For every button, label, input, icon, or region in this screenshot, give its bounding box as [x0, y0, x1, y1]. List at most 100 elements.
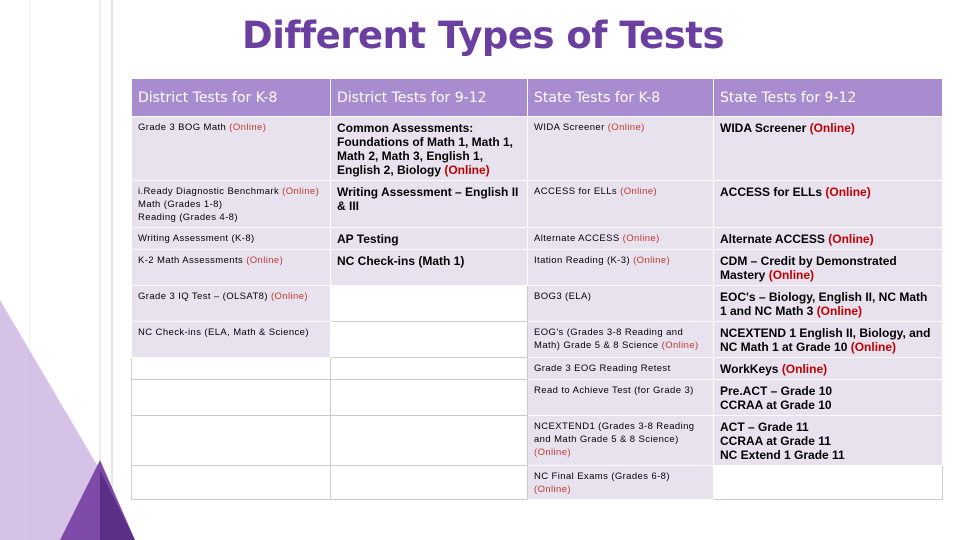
deco-shape	[0, 300, 100, 540]
cell-text: Grade 3 IQ Test – (OLSAT8)	[138, 291, 271, 302]
cell-text: ACCESS for ELLs	[720, 185, 826, 199]
cell-text: CDM – Credit by Demonstrated Mastery	[720, 254, 897, 282]
table-cell: ACCESS for ELLs (Online)	[527, 180, 714, 228]
table-cell: AP Testing	[330, 227, 528, 250]
cell-text: Math (Grades 1-8) Reading (Grades 4-8)	[138, 199, 238, 223]
table-cell: WIDA Screener (Online)	[527, 116, 714, 181]
table-cell: Grade 3 IQ Test – (OLSAT8) (Online)	[131, 285, 331, 322]
cell-text: AP Testing	[337, 232, 399, 246]
table-row: NC Check-ins (ELA, Math & Science) EOG's …	[131, 321, 943, 358]
cell-text: WIDA Screener	[720, 121, 810, 135]
table-cell: i.Ready Diagnostic Benchmark (Online) Ma…	[131, 180, 331, 228]
header-cell: State Tests for K-8	[527, 78, 714, 117]
table-cell: NC Check-ins (ELA, Math & Science)	[131, 321, 331, 358]
header-cell: District Tests for K-8	[131, 78, 331, 117]
table-cell: NC Final Exams (Grades 6-8) (Online)	[527, 465, 714, 500]
table-cell: WorkKeys (Online)	[713, 357, 943, 380]
online-tag: (Online)	[534, 484, 571, 495]
online-tag: (Online)	[282, 186, 320, 197]
deco-shape	[100, 470, 135, 540]
online-tag: (Online)	[828, 232, 874, 246]
online-tag: (Online)	[229, 122, 267, 133]
cell-text: WorkKeys	[720, 362, 782, 376]
online-tag: (Online)	[768, 268, 815, 282]
online-tag: (Online)	[816, 304, 863, 318]
table-cell: NCEXTEND 1 English II, Biology, and NC M…	[713, 321, 943, 358]
table-cell: NCEXTEND1 (Grades 3-8 Reading and Math G…	[527, 415, 714, 466]
table-row: i.Ready Diagnostic Benchmark (Online) Ma…	[131, 180, 943, 228]
cell-text: Pre.ACT – Grade 10 CCRAA at Grade 10	[720, 384, 833, 412]
online-tag: (Online)	[444, 163, 490, 177]
online-tag: (Online)	[825, 185, 871, 199]
cell-text: i.Ready Diagnostic Benchmark	[138, 186, 283, 197]
online-tag: (Online)	[622, 233, 660, 244]
cell-text: Writing Assessment – English II & III	[337, 185, 519, 213]
table-cell	[330, 415, 528, 466]
table-cell: Grade 3 EOG Reading Retest	[527, 357, 714, 380]
cell-text: K-2 Math Assessments	[138, 255, 247, 266]
online-tag: (Online)	[270, 291, 308, 302]
decoration	[0, 0, 135, 540]
cell-text: Alternate ACCESS	[534, 233, 623, 244]
cell-text: EOC's – Biology, English II, NC Math 1 a…	[720, 290, 928, 318]
table-cell: Pre.ACT – Grade 10 CCRAA at Grade 10	[713, 379, 943, 416]
cell-text: Alternate ACCESS	[720, 232, 829, 246]
table-cell: ACT – Grade 11 CCRAA at Grade 11 NC Exte…	[713, 415, 943, 466]
header-row: District Tests for K-8 District Tests for…	[131, 78, 943, 117]
online-tag: (Online)	[633, 255, 671, 266]
cell-text: Writing Assessment (K-8)	[138, 233, 255, 244]
table-cell	[131, 379, 331, 416]
cell-text: NC Final Exams (Grades 6-8)	[534, 471, 670, 482]
tests-table: District Tests for K-8 District Tests for…	[131, 78, 943, 500]
table-cell: K-2 Math Assessments (Online)	[131, 249, 331, 286]
table-cell	[330, 357, 528, 380]
table-cell: EOG's (Grades 3-8 Reading and Math) Grad…	[527, 321, 714, 358]
table-cell	[131, 415, 331, 466]
cell-text: WIDA Screener	[534, 122, 608, 133]
online-tag: (Online)	[809, 121, 855, 135]
table-cell: Grade 3 BOG Math (Online)	[131, 116, 331, 181]
header-cell: District Tests for 9-12	[330, 78, 528, 117]
cell-text: NCEXTEND 1 English II, Biology, and NC M…	[720, 326, 931, 354]
table-cell	[330, 285, 528, 322]
table-cell: Writing Assessment – English II & III	[330, 180, 528, 228]
cell-text: NCEXTEND1 (Grades 3-8 Reading and Math G…	[534, 421, 695, 445]
online-tag: (Online)	[661, 340, 699, 351]
online-tag: (Online)	[850, 340, 897, 354]
table-cell	[131, 465, 331, 500]
table-cell: CDM – Credit by Demonstrated Mastery (On…	[713, 249, 943, 286]
table-body: Grade 3 BOG Math (Online) Common Assessme…	[131, 116, 943, 500]
online-tag: (Online)	[534, 447, 571, 458]
table-cell: BOG3 (ELA)	[527, 285, 714, 322]
table-cell: Read to Achieve Test (for Grade 3)	[527, 379, 714, 416]
table-row: K-2 Math Assessments (Online) NC Check-in…	[131, 249, 943, 286]
table-cell: Common Assessments: Foundations of Math …	[330, 116, 528, 181]
table-cell	[330, 379, 528, 416]
cell-text: Read to Achieve Test (for Grade 3)	[534, 385, 694, 396]
cell-text: Itation Reading (K-3)	[534, 255, 634, 266]
table-cell	[713, 465, 943, 500]
online-tag: (Online)	[781, 362, 828, 376]
table-cell	[131, 357, 331, 380]
table-cell: NC Check-ins (Math 1)	[330, 249, 528, 286]
cell-text: EOG's (Grades 3-8 Reading and Math) Grad…	[534, 327, 684, 351]
table-row: Grade 3 IQ Test – (OLSAT8) (Online) BOG3 …	[131, 285, 943, 322]
table-cell: Alternate ACCESS (Online)	[527, 227, 714, 250]
table-row: Writing Assessment (K-8) AP Testing Altern…	[131, 227, 943, 250]
cell-text: BOG3 (ELA)	[534, 291, 592, 302]
header-cell: State Tests for 9-12	[713, 78, 943, 117]
table-cell: WIDA Screener (Online)	[713, 116, 943, 181]
table-cell: Writing Assessment (K-8)	[131, 227, 331, 250]
cell-text: NC Check-ins (ELA, Math & Science)	[138, 327, 309, 338]
table-row: NCEXTEND1 (Grades 3-8 Reading and Math G…	[131, 415, 943, 466]
table-row: Grade 3 EOG Reading Retest WorkKeys (Onli…	[131, 357, 943, 380]
table-cell	[330, 465, 528, 500]
table-cell: Itation Reading (K-3) (Online)	[527, 249, 714, 286]
online-tag: (Online)	[607, 122, 645, 133]
cell-text: Grade 3 EOG Reading Retest	[534, 363, 671, 374]
cell-text: Common Assessments: Foundations of Math …	[337, 121, 513, 177]
table-row: Read to Achieve Test (for Grade 3) Pre.AC…	[131, 379, 943, 416]
cell-text: ACT – Grade 11 CCRAA at Grade 11 NC Exte…	[720, 420, 845, 462]
online-tag: (Online)	[620, 186, 658, 197]
